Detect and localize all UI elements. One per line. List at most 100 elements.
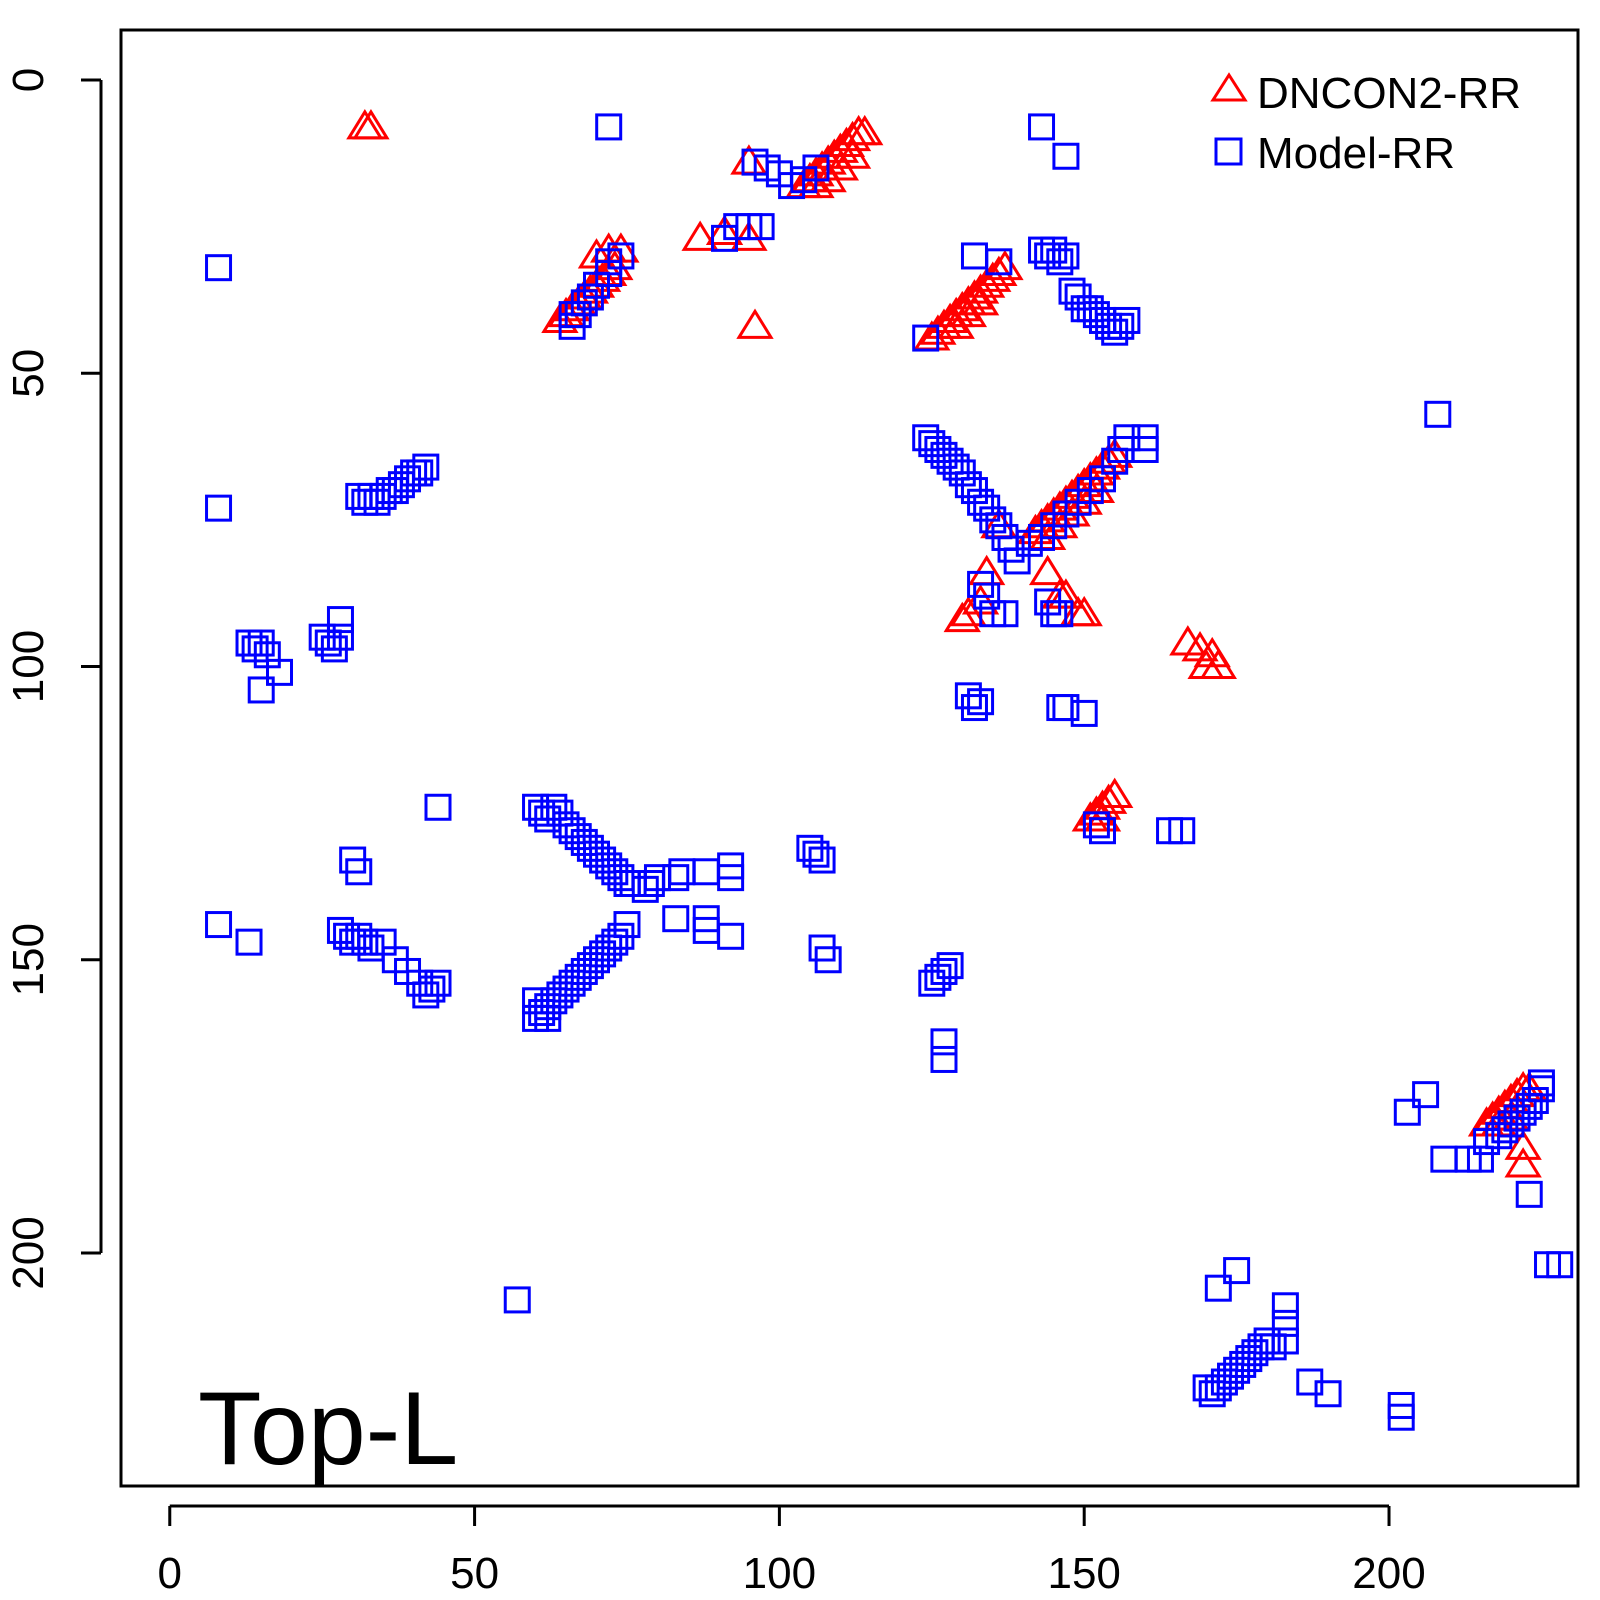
model-rr-point: [1393, 1098, 1421, 1126]
dncon2-rr-point: [961, 285, 1000, 316]
model-rr-point: [662, 864, 690, 892]
dncon2-rr-point: [943, 601, 981, 633]
dncon2-rr-point: [1096, 777, 1134, 809]
model-rr-point: [1527, 1069, 1555, 1097]
model-rr-point: [717, 922, 745, 950]
x-tick-label: 200: [1352, 1549, 1425, 1598]
model-rr-point: [1204, 1274, 1232, 1302]
x-tick-label: 0: [158, 1549, 182, 1598]
model-rr-point: [1046, 248, 1074, 276]
model-rr-point: [1052, 142, 1080, 170]
data-points: [205, 109, 1574, 1431]
model-rr-point: [1052, 242, 1080, 270]
model-rr-point: [973, 582, 1001, 610]
model-rr-point: [1088, 817, 1116, 845]
model-rr-point: [1052, 694, 1080, 722]
model-rr-point: [247, 676, 275, 704]
model-rr-point: [668, 858, 696, 886]
dncon2-rr-point: [833, 120, 872, 152]
model-rr-point: [717, 864, 745, 892]
model-rr-point: [205, 494, 233, 522]
dncon2-rr-point: [705, 214, 744, 245]
model-rr-point: [1223, 1257, 1251, 1285]
legend-label-model: Model-RR: [1257, 129, 1455, 178]
model-rr-point: [1113, 306, 1141, 334]
y-axis: 0 50 100 150 200: [4, 68, 103, 1290]
model-rr-point: [1466, 1145, 1494, 1173]
panel-label: Top-L: [198, 1371, 458, 1487]
model-rr-point: [1046, 694, 1074, 722]
model-rr-point: [235, 928, 263, 956]
model-rr-point: [205, 911, 233, 939]
y-tick-label: 150: [4, 923, 53, 996]
dncon2-rr-point: [352, 109, 390, 140]
model-rr-point: [1430, 1145, 1458, 1173]
model-rr-point: [326, 606, 354, 634]
x-tick-label: 100: [743, 1549, 816, 1598]
legend-label-dncon2: DNCON2-RR: [1257, 69, 1521, 118]
dncon2-rr-point: [1065, 595, 1103, 627]
model-rr-point: [412, 453, 440, 481]
dncon2-rr-point: [797, 167, 835, 199]
model-rr-point: [1253, 1327, 1281, 1355]
model-rr-point: [662, 905, 690, 933]
model-rr-point: [1271, 1309, 1299, 1337]
dncon2-rr-point: [1199, 648, 1238, 679]
dncon2-rr-point: [1169, 625, 1207, 656]
model-rr-point: [967, 688, 995, 716]
legend-triangle-icon: [1210, 72, 1248, 102]
dncon2-rr-point: [346, 109, 384, 140]
model-rr-point: [802, 840, 830, 868]
dncon2-rr-point: [1504, 1147, 1542, 1178]
model-rr-point: [930, 1028, 958, 1056]
dncon2-rr-point: [1083, 801, 1122, 832]
model-rr-point: [808, 846, 836, 874]
model-rr-point: [1168, 817, 1196, 845]
dncon2-rr-point: [846, 114, 884, 146]
model-rr-point: [1387, 1403, 1415, 1431]
model-rr-point: [985, 248, 1013, 276]
dncon2-rr-point: [833, 138, 872, 169]
model-rr-point: [1046, 600, 1074, 628]
dncon2-rr-point: [1028, 554, 1067, 586]
model-rr-point: [266, 658, 294, 686]
model-rr-point: [1314, 1380, 1342, 1408]
model-rr-point: [747, 213, 775, 241]
dncon2-rr-point: [730, 220, 768, 251]
model-rr-point: [406, 459, 434, 487]
model-rr-point: [1412, 1081, 1440, 1109]
model-rr-point: [991, 600, 1019, 628]
model-rr-point: [930, 957, 958, 985]
model-rr-point: [912, 324, 940, 352]
model-rr-point: [1131, 435, 1159, 463]
model-rr-point: [960, 242, 988, 270]
y-tick-label: 200: [4, 1216, 53, 1289]
model-rr-point: [1424, 400, 1452, 428]
dncon2-rr-point: [681, 220, 719, 251]
model-rr-point: [637, 870, 665, 898]
model-rr-point: [522, 1004, 550, 1032]
x-axis: 0 50 100 150 200: [158, 1504, 1426, 1598]
model-rr-point: [1515, 1180, 1543, 1208]
y-tick-label: 0: [4, 68, 53, 92]
model-rr-point: [326, 623, 354, 651]
model-rr-point: [607, 242, 635, 270]
model-rr-point: [936, 952, 964, 980]
dncon2-rr-point: [986, 249, 1024, 281]
y-tick-label: 50: [4, 349, 53, 398]
model-rr-point: [345, 858, 373, 886]
plot-frame: [119, 28, 1580, 1488]
legend-square-icon: [1214, 137, 1243, 166]
model-rr-point: [205, 254, 233, 282]
x-tick-label: 50: [450, 1549, 499, 1598]
model-rr-point: [424, 969, 452, 997]
model-rr-point: [613, 911, 641, 939]
model-rr-point: [814, 946, 842, 974]
legend: DNCON2-RR Model-RR: [1210, 69, 1521, 178]
model-rr-point: [351, 928, 379, 956]
model-rr-point: [1271, 1292, 1299, 1320]
model-rr-point: [692, 858, 720, 886]
model-rr-point: [802, 154, 830, 182]
y-tick-label: 100: [4, 630, 53, 703]
